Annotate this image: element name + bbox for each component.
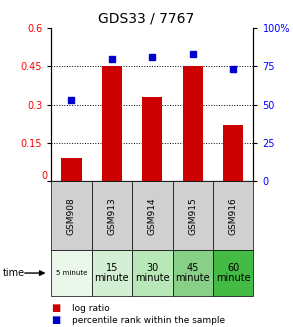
Text: GSM908: GSM908 bbox=[67, 197, 76, 235]
Text: GSM916: GSM916 bbox=[229, 197, 238, 235]
Bar bbox=[173, 181, 213, 250]
Bar bbox=[51, 250, 92, 296]
Bar bbox=[132, 181, 173, 250]
Text: ■: ■ bbox=[51, 303, 61, 313]
Text: 5 minute: 5 minute bbox=[56, 270, 87, 276]
Text: ■: ■ bbox=[51, 316, 61, 325]
Text: time: time bbox=[3, 268, 25, 278]
Text: 0: 0 bbox=[41, 171, 47, 181]
Text: GDS33 / 7767: GDS33 / 7767 bbox=[98, 11, 195, 26]
Bar bbox=[183, 66, 203, 181]
Bar bbox=[92, 250, 132, 296]
Text: 60
minute: 60 minute bbox=[216, 263, 251, 284]
Text: 15
minute: 15 minute bbox=[95, 263, 129, 284]
Text: GSM915: GSM915 bbox=[188, 197, 197, 235]
Text: percentile rank within the sample: percentile rank within the sample bbox=[72, 316, 225, 325]
Bar bbox=[223, 125, 243, 181]
Bar bbox=[142, 97, 162, 181]
Text: 45
minute: 45 minute bbox=[176, 263, 210, 284]
Bar bbox=[213, 181, 253, 250]
Bar bbox=[92, 181, 132, 250]
Bar bbox=[213, 250, 253, 296]
Text: GSM913: GSM913 bbox=[108, 197, 116, 235]
Text: 30
minute: 30 minute bbox=[135, 263, 170, 284]
Bar bbox=[61, 159, 81, 181]
Bar bbox=[132, 250, 173, 296]
Bar bbox=[173, 250, 213, 296]
Bar bbox=[102, 66, 122, 181]
Text: log ratio: log ratio bbox=[72, 303, 110, 313]
Text: GSM914: GSM914 bbox=[148, 197, 157, 235]
Bar bbox=[51, 181, 92, 250]
